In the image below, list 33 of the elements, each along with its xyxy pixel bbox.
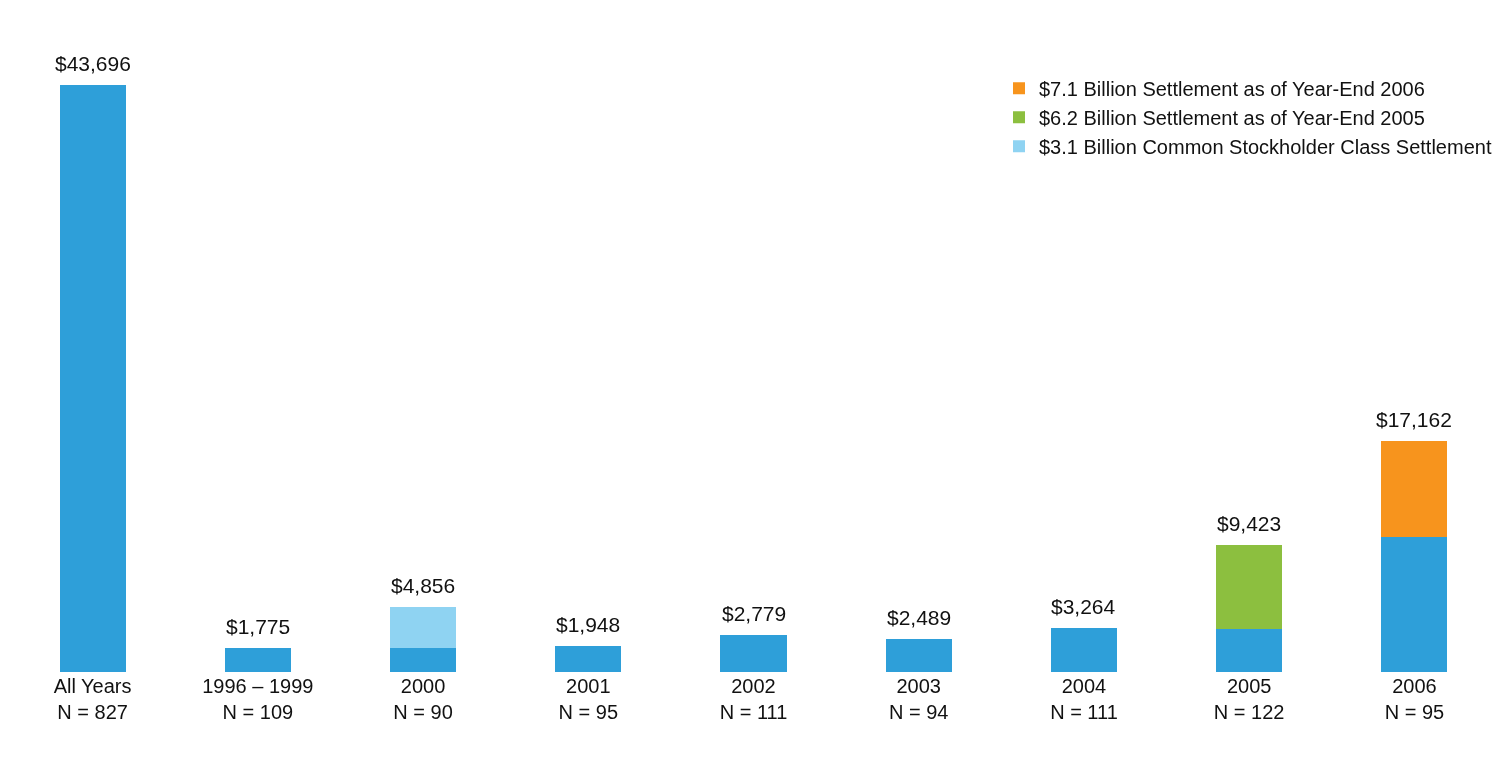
bar <box>720 634 787 672</box>
total-label: $4,856 <box>391 574 456 597</box>
bar <box>1381 536 1448 672</box>
legend-label: $6.2 Billion Settlement as of Year-End 2005 <box>1039 106 1425 129</box>
bar <box>1216 628 1283 672</box>
legend-label: $7.1 Billion Settlement as of Year-End 2006 <box>1039 77 1425 100</box>
x-tick-label: 2003 N = 94 <box>888 675 949 723</box>
x-tick-label: 2000 N = 90 <box>393 675 453 723</box>
bar <box>224 648 291 672</box>
data-label: $2,779 <box>722 602 787 625</box>
x-tick-label: 2002 N = 111 <box>719 675 788 723</box>
x-tick-label: 2005 N = 122 <box>1213 675 1285 723</box>
bar <box>885 638 952 672</box>
data-label: $2,489 <box>887 606 952 629</box>
bar <box>1381 441 1448 537</box>
bar <box>555 645 622 672</box>
data-label: $1,948 <box>556 613 621 636</box>
data-label: $1,775 <box>226 615 291 638</box>
total-label: $9,423 <box>1217 512 1282 535</box>
bar <box>59 85 126 672</box>
data-label: $43,696 <box>55 52 131 75</box>
x-tick-label: All Years N = 827 <box>53 675 132 723</box>
x-tick-label: 2001 N = 95 <box>558 675 619 723</box>
bar <box>390 606 457 649</box>
bar <box>1216 545 1283 629</box>
x-tick-label: 2004 N = 111 <box>1050 675 1118 723</box>
x-tick-label: 1996 – 1999 N = 109 <box>202 675 314 723</box>
x-tick-label: 2006 N = 95 <box>1384 675 1445 723</box>
data-label: $3,264 <box>1051 595 1116 618</box>
total-label: $17,162 <box>1376 408 1452 431</box>
bar <box>390 648 457 672</box>
legend-label: $3.1 Billion Common Stockholder Class Settlement <box>1039 135 1492 158</box>
bar <box>1050 628 1117 672</box>
